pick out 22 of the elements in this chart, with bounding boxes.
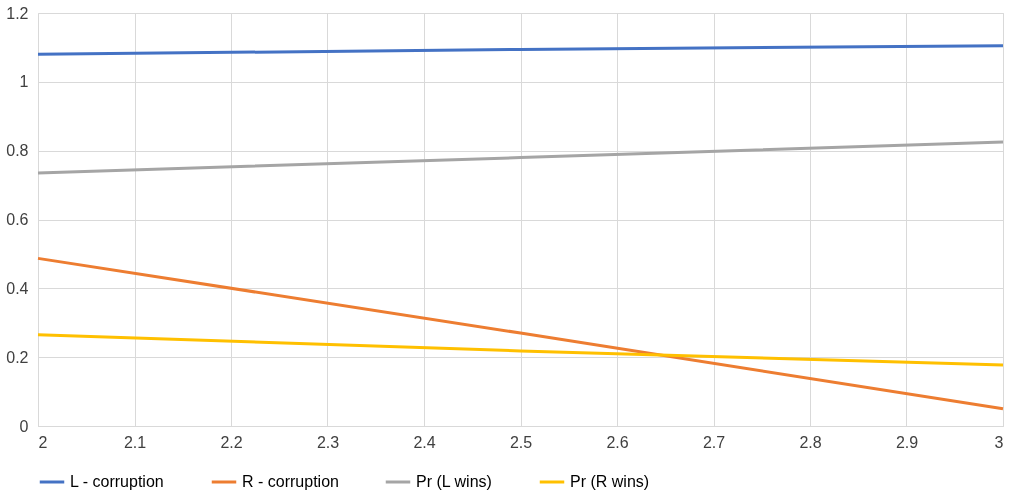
x-tick-label: 2.3 <box>316 433 340 451</box>
legend-label: Pr (L wins) <box>416 473 492 490</box>
x-tick-label: 2.7 <box>702 433 726 451</box>
y-tick-label: 1.2 <box>6 4 29 22</box>
y-tick-label: 0 <box>19 417 29 435</box>
y-tick-label: 1 <box>19 73 29 91</box>
x-tick-label: 2.4 <box>413 433 436 451</box>
x-tick-label: 2.6 <box>606 433 629 451</box>
x-tick-label: 2.1 <box>123 433 147 451</box>
y-tick-label: 0.6 <box>6 211 29 228</box>
x-tick-label: 2.5 <box>509 433 533 451</box>
x-tick-label: 2.2 <box>220 433 243 451</box>
x-tick-label: 2 <box>38 433 48 451</box>
y-tick-label: 0.8 <box>6 142 29 160</box>
x-tick-label: 3 <box>994 433 1004 451</box>
legend-label: L - corruption <box>70 473 164 490</box>
y-tick-label: 0.4 <box>6 279 29 297</box>
legend-label: Pr (R wins) <box>570 473 650 490</box>
y-tick-label: 0.2 <box>6 348 29 366</box>
x-tick-label: 2.8 <box>799 433 822 451</box>
legend-label: R - corruption <box>242 473 339 490</box>
x-tick-label: 2.9 <box>895 433 919 451</box>
